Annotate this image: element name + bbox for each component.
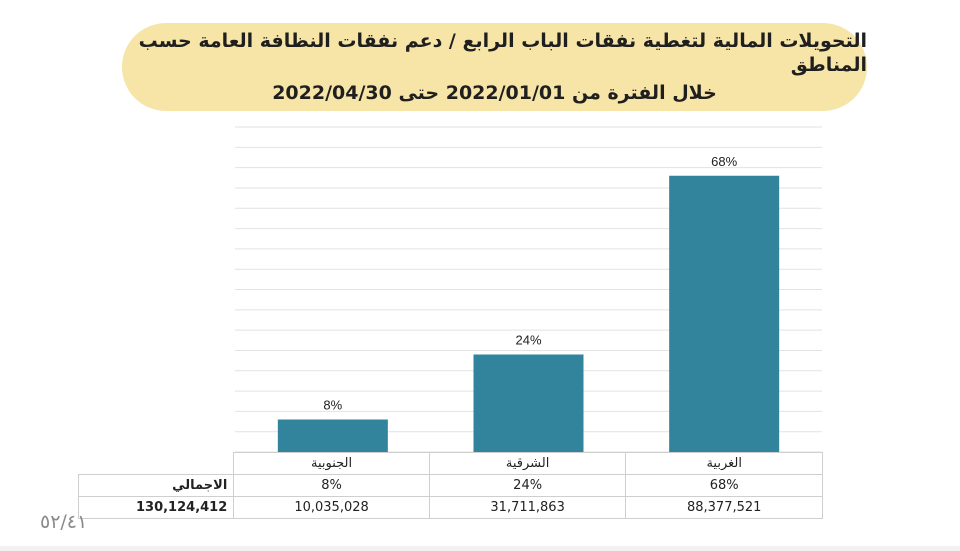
data-label: 8% (323, 398, 342, 413)
data-table: الجنوبية الشرقية الغربية الاجمالي 8% 24%… (77, 452, 823, 519)
data-label: 24% (515, 333, 541, 348)
data-labels: 8% 24% 68% (323, 154, 737, 413)
table-row-amount: 130,124,412 10,035,028 31,711,863 88,377… (77, 496, 823, 519)
chart-title: التحويلات المالية لتغطية نفقات الباب الر… (138, 30, 867, 76)
percent-row-label: الاجمالي (77, 474, 235, 497)
category-cell: الجنوبية (233, 452, 430, 475)
chart-subtitle: خلال الفترة من 2022/01/01 حتى 2022/04/30 (272, 82, 717, 104)
amount-cell: 88,377,521 (625, 496, 823, 519)
category-cell: الغربية (625, 452, 823, 475)
bars (277, 175, 780, 452)
amount-cell: 31,711,863 (428, 496, 627, 519)
category-cell: الشرقية (428, 452, 627, 475)
page-number: ٥٢/٤١ (40, 511, 88, 533)
empty-cell (79, 453, 234, 475)
data-table-area: الجنوبية الشرقية الغربية الاجمالي 8% 24%… (77, 452, 823, 520)
title-banner: التحويلات المالية لتغطية نفقات الباب الر… (122, 23, 867, 111)
bar (277, 419, 388, 452)
percent-cell: 68% (625, 474, 823, 497)
total-amount: 130,124,412 (77, 496, 235, 519)
bottom-strip (0, 546, 960, 551)
table-header-row: الجنوبية الشرقية الغربية (79, 452, 823, 475)
percent-cell: 8% (233, 474, 430, 497)
bar (473, 354, 584, 452)
percent-cell: 24% (428, 474, 627, 497)
amount-cell: 10,035,028 (233, 496, 430, 519)
bar (669, 175, 780, 452)
table-row-percent: الاجمالي 8% 24% 68% (77, 474, 823, 497)
data-label: 68% (711, 154, 737, 169)
